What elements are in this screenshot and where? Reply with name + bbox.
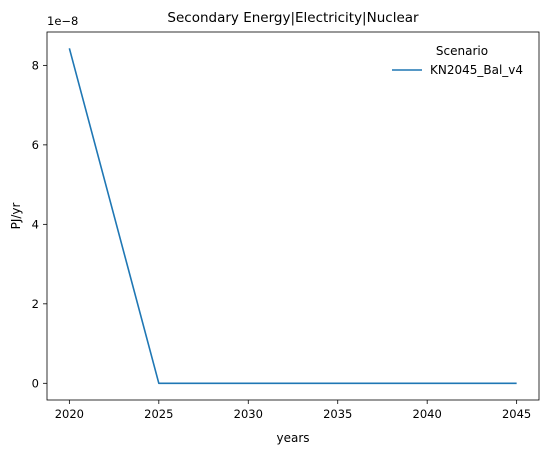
series-line-0 <box>68 48 517 385</box>
x-tick-label: 2020 <box>55 407 84 421</box>
legend-title: Scenario <box>436 44 488 58</box>
series-lines <box>68 48 517 385</box>
plot-area: 2020 2025 2030 2035 2040 2045 0 2 4 6 8 <box>32 31 540 421</box>
y-tick-label: 4 <box>32 217 39 231</box>
x-tick-label: 2030 <box>234 407 263 421</box>
y-axis: 0 2 4 6 8 <box>32 58 47 390</box>
x-tick-label: 2035 <box>323 407 352 421</box>
x-tick-label: 2025 <box>144 407 173 421</box>
y-tick-label: 6 <box>32 138 39 152</box>
y-axis-offset-label: 1e−8 <box>47 14 78 28</box>
x-axis-label: years <box>276 431 309 445</box>
plot-frame <box>46 31 540 401</box>
y-axis-label: PJ/yr <box>9 203 23 230</box>
y-tick-label: 0 <box>32 376 39 390</box>
x-tick-label: 2040 <box>413 407 442 421</box>
legend-entry-label: KN2045_Bal_v4 <box>430 63 523 77</box>
x-axis: 2020 2025 2030 2035 2040 2045 <box>55 400 531 421</box>
y-tick-label: 2 <box>32 297 39 311</box>
legend: Scenario KN2045_Bal_v4 <box>392 44 523 77</box>
y-tick-label: 8 <box>32 58 39 72</box>
chart-title: Secondary Energy|Electricity|Nuclear <box>167 10 419 26</box>
legend-entries: KN2045_Bal_v4 <box>392 63 523 77</box>
x-tick-label: 2045 <box>502 407 531 421</box>
